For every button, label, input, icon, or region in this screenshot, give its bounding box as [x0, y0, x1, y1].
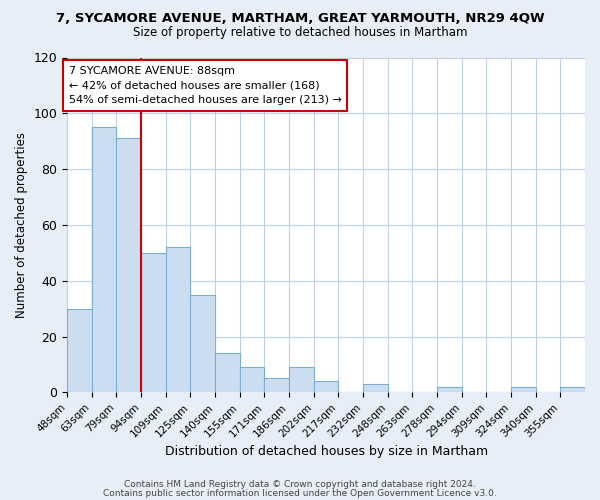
Y-axis label: Number of detached properties: Number of detached properties — [15, 132, 28, 318]
Bar — [511, 387, 536, 392]
Text: 7 SYCAMORE AVENUE: 88sqm
← 42% of detached houses are smaller (168)
54% of semi-: 7 SYCAMORE AVENUE: 88sqm ← 42% of detach… — [69, 66, 341, 106]
Bar — [314, 381, 338, 392]
Bar — [92, 128, 116, 392]
Bar — [141, 253, 166, 392]
Bar — [190, 294, 215, 392]
X-axis label: Distribution of detached houses by size in Martham: Distribution of detached houses by size … — [164, 444, 488, 458]
Bar — [289, 367, 314, 392]
Bar — [215, 354, 240, 393]
Text: Contains HM Land Registry data © Crown copyright and database right 2024.: Contains HM Land Registry data © Crown c… — [124, 480, 476, 489]
Text: Size of property relative to detached houses in Martham: Size of property relative to detached ho… — [133, 26, 467, 39]
Bar — [265, 378, 289, 392]
Bar — [67, 308, 92, 392]
Bar — [116, 138, 141, 392]
Text: 7, SYCAMORE AVENUE, MARTHAM, GREAT YARMOUTH, NR29 4QW: 7, SYCAMORE AVENUE, MARTHAM, GREAT YARMO… — [56, 12, 544, 26]
Text: Contains public sector information licensed under the Open Government Licence v3: Contains public sector information licen… — [103, 488, 497, 498]
Bar — [240, 367, 265, 392]
Bar — [437, 387, 462, 392]
Bar — [363, 384, 388, 392]
Bar — [560, 387, 585, 392]
Bar — [166, 248, 190, 392]
